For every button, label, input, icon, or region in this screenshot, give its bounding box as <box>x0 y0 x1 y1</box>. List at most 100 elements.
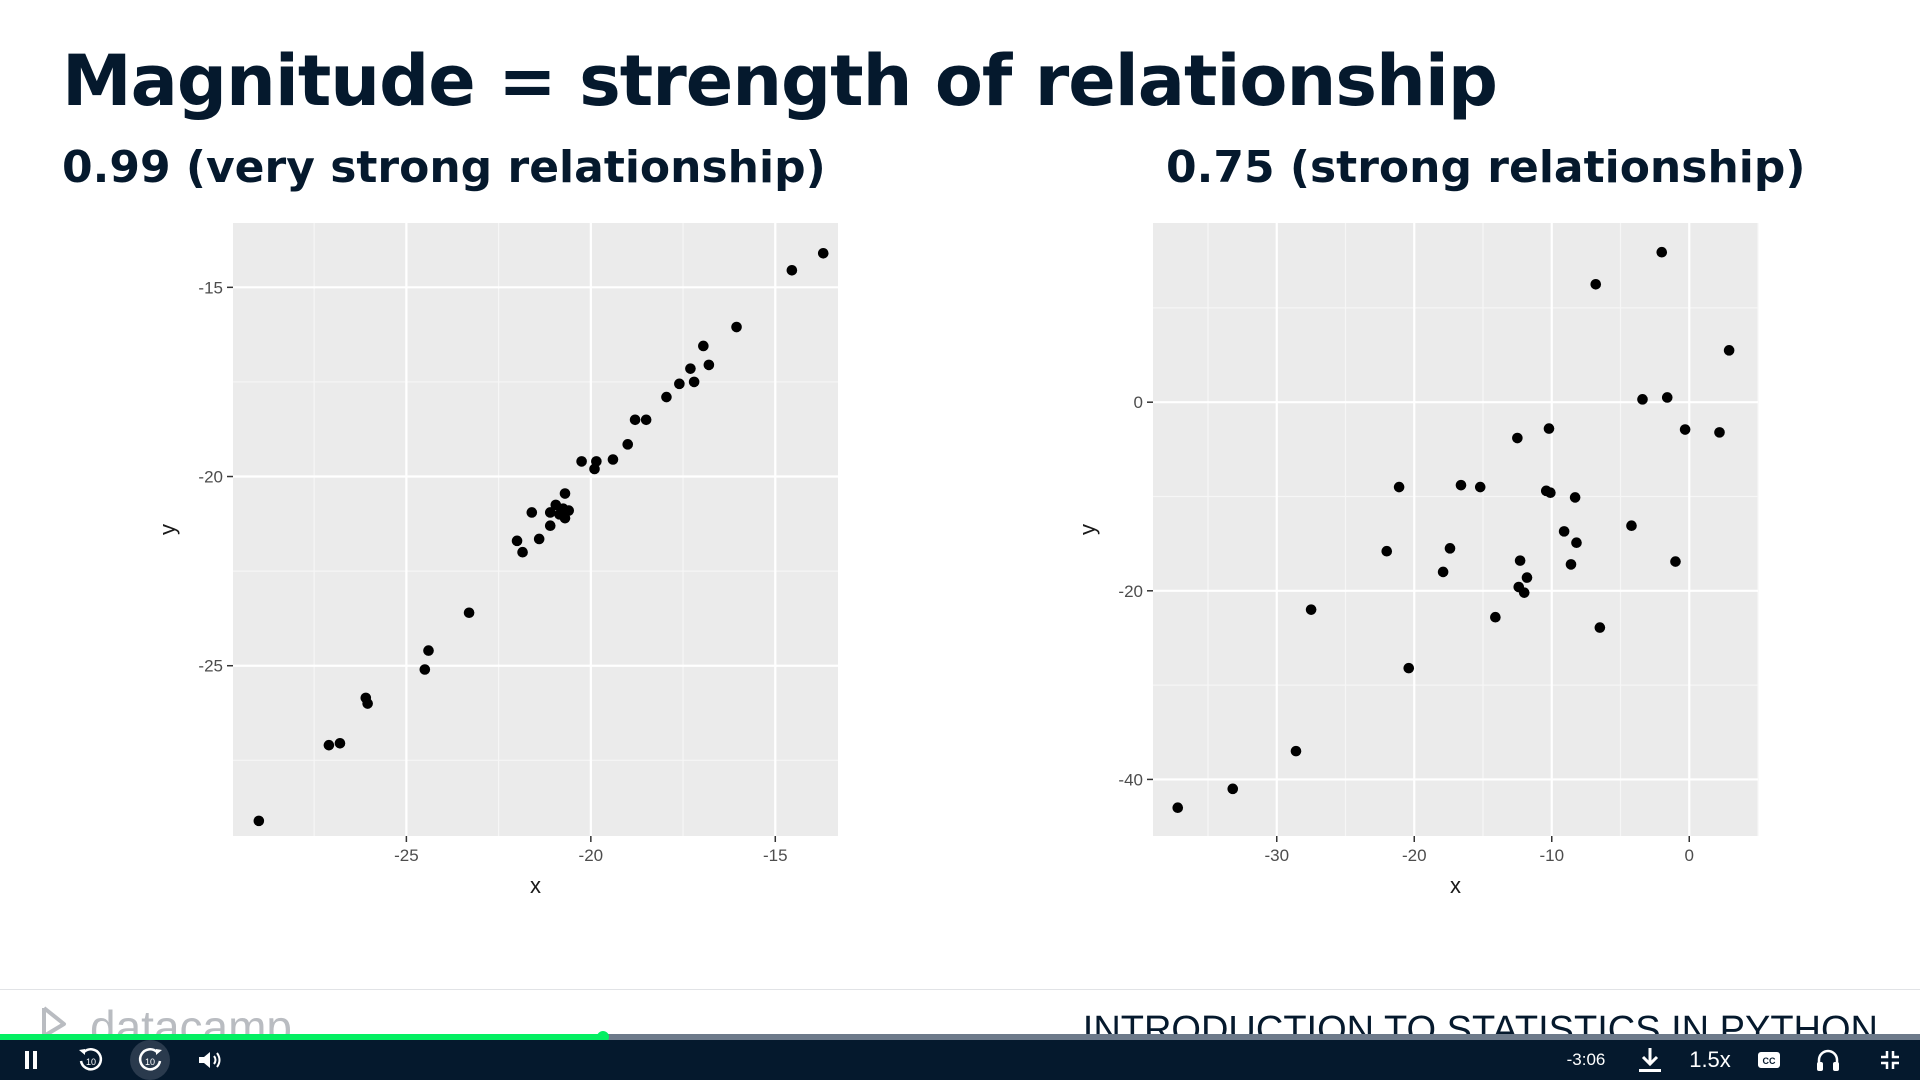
data-point <box>1569 492 1581 503</box>
x-tick-label: -25 <box>394 846 419 865</box>
video-control-bar: 10 10 -3:06 1.5x CC <box>0 1040 1920 1080</box>
data-point <box>423 645 434 656</box>
data-point <box>463 607 475 619</box>
x-axis-title: x <box>1450 873 1461 898</box>
x-tick-label: -20 <box>579 846 604 865</box>
data-point <box>1626 520 1637 532</box>
y-tick-label: -15 <box>198 278 223 297</box>
pause-icon <box>25 1051 37 1069</box>
data-point <box>533 533 545 545</box>
data-point <box>1637 394 1648 405</box>
x-axis-title: x <box>530 873 541 898</box>
data-point <box>1172 802 1184 814</box>
data-point <box>362 698 373 709</box>
exit-fullscreen-icon <box>1881 1051 1899 1069</box>
volume-icon <box>199 1052 221 1068</box>
data-point <box>1444 543 1456 554</box>
rewind-10-icon: 10 <box>79 1048 103 1071</box>
download-button[interactable] <box>1630 1040 1670 1080</box>
exit-fullscreen-button[interactable] <box>1870 1040 1910 1080</box>
headphones-icon <box>1817 1049 1839 1071</box>
data-point <box>563 505 575 516</box>
data-point <box>1723 345 1735 356</box>
data-point <box>511 535 523 547</box>
svg-text:10: 10 <box>145 1057 155 1067</box>
data-point <box>640 414 652 426</box>
data-point <box>1514 555 1526 566</box>
data-point <box>517 546 528 558</box>
volume-button[interactable] <box>190 1040 230 1080</box>
captions-icon: CC <box>1758 1052 1780 1068</box>
data-point <box>1393 481 1405 493</box>
y-axis-title: y <box>1075 524 1100 535</box>
data-point <box>1403 662 1415 674</box>
left-chart-subtitle: 0.99 (very strong relationship) <box>62 142 826 193</box>
data-point <box>1543 423 1555 434</box>
x-tick-label: -15 <box>763 846 788 865</box>
data-point <box>591 456 602 467</box>
data-point <box>1656 246 1668 258</box>
data-point <box>1305 604 1317 615</box>
data-point <box>559 488 571 499</box>
data-point <box>1381 545 1393 557</box>
scatter-plot-right: -30 -20 -10 0 0 -20 -40 x y <box>1075 223 1759 898</box>
playback-speed-button[interactable]: 1.5x <box>1689 1047 1731 1072</box>
svg-text:CC: CC <box>1763 1056 1776 1066</box>
data-point <box>1490 611 1501 623</box>
x-tick-label: -20 <box>1402 846 1427 865</box>
slide-title: Magnitude = strength of relationship <box>62 40 1498 122</box>
forward-10-button[interactable]: 10 <box>130 1040 170 1080</box>
right-chart-subtitle: 0.75 (strong relationship) <box>1166 142 1806 193</box>
data-point <box>1590 279 1602 290</box>
data-point <box>674 378 685 390</box>
data-point <box>1661 392 1673 403</box>
y-tick-label: -40 <box>1118 770 1143 789</box>
download-icon <box>1639 1048 1661 1072</box>
data-point <box>253 815 265 827</box>
data-point <box>688 376 700 388</box>
pause-button[interactable] <box>12 1040 50 1080</box>
data-point <box>1512 432 1523 444</box>
data-point <box>1679 424 1691 435</box>
x-tick-label: 0 <box>1685 846 1694 865</box>
data-point <box>1545 487 1556 499</box>
data-point <box>1571 537 1582 549</box>
progress-fill <box>0 1034 603 1040</box>
time-remaining: -3:06 <box>1566 1050 1606 1069</box>
data-point <box>1437 566 1449 578</box>
data-point <box>1518 587 1530 598</box>
data-point <box>731 321 742 333</box>
rewind-10-button[interactable]: 10 <box>72 1040 110 1080</box>
data-point <box>1227 783 1239 795</box>
data-point <box>526 507 538 518</box>
data-point <box>786 264 798 276</box>
data-point <box>1521 572 1533 583</box>
x-tick-label: -30 <box>1264 846 1289 865</box>
data-point <box>1594 622 1606 633</box>
data-point <box>661 391 672 403</box>
data-point <box>629 414 641 426</box>
captions-button[interactable]: CC <box>1752 1040 1786 1080</box>
audio-only-button[interactable] <box>1810 1040 1846 1080</box>
data-point <box>622 439 634 450</box>
y-tick-label: -25 <box>198 657 223 676</box>
data-point <box>334 737 346 749</box>
data-point <box>544 520 556 532</box>
data-point <box>1455 479 1467 491</box>
data-point <box>1558 526 1570 537</box>
plot-panel <box>1153 223 1758 836</box>
y-tick-label: 0 <box>1134 393 1143 412</box>
data-point <box>607 454 619 465</box>
data-point <box>419 664 431 675</box>
data-point <box>1290 745 1302 757</box>
data-point <box>703 359 715 371</box>
data-point <box>323 739 335 751</box>
scatter-plot-left: -25 -20 -15 -15 -20 -25 x y <box>155 223 838 898</box>
data-point <box>817 247 829 259</box>
y-axis-title: y <box>155 524 180 535</box>
y-tick-label: -20 <box>198 468 223 487</box>
data-point <box>685 363 696 374</box>
footer-divider <box>0 989 1920 990</box>
data-point <box>1474 481 1486 493</box>
data-point <box>1565 559 1577 570</box>
